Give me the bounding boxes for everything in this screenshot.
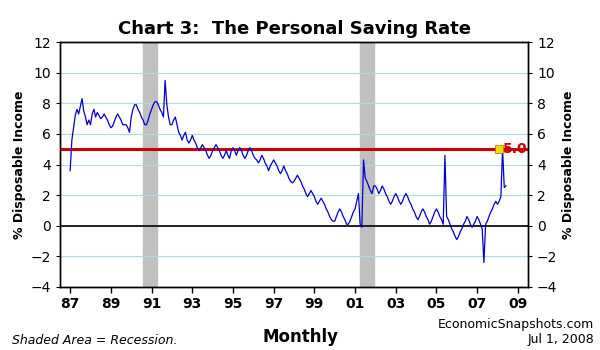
- Bar: [143, 42, 157, 287]
- Y-axis label: % Disposable Income: % Disposable Income: [562, 90, 575, 239]
- Title: Chart 3:  The Personal Saving Rate: Chart 3: The Personal Saving Rate: [118, 20, 470, 38]
- Y-axis label: % Disposable Income: % Disposable Income: [13, 90, 26, 239]
- Text: Shaded Area = Recession.: Shaded Area = Recession.: [12, 334, 178, 346]
- Bar: [360, 42, 374, 287]
- Text: EconomicSnapshots.com: EconomicSnapshots.com: [438, 318, 594, 331]
- Text: Monthly: Monthly: [262, 329, 338, 346]
- Text: Jul 1, 2008: Jul 1, 2008: [527, 334, 594, 346]
- Text: 5.0: 5.0: [503, 142, 527, 156]
